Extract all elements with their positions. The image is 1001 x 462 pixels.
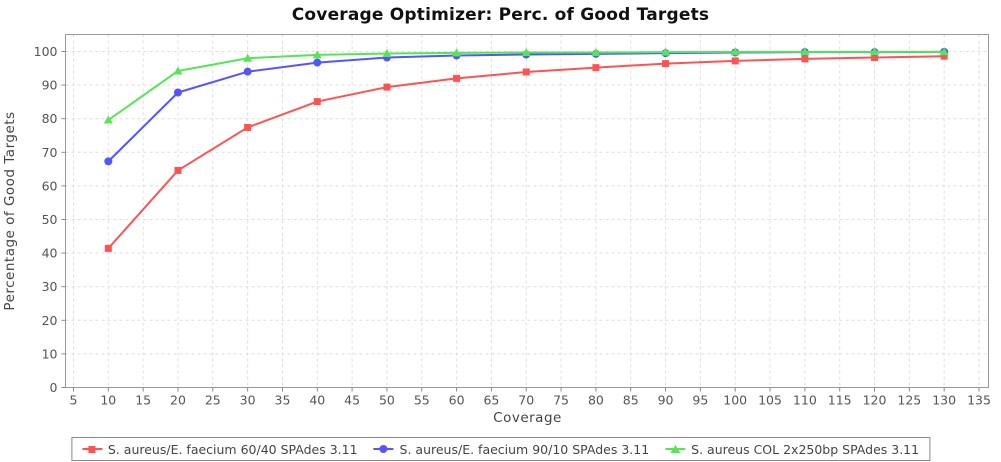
svg-text:30: 30	[240, 393, 256, 408]
svg-text:90: 90	[42, 78, 58, 93]
svg-text:80: 80	[588, 393, 604, 408]
svg-text:60: 60	[42, 178, 58, 193]
legend-label: S. aureus/E. faecium 60/40 SPAdes 3.11	[107, 441, 358, 457]
svg-text:90: 90	[658, 393, 674, 408]
svg-text:100: 100	[723, 393, 747, 408]
svg-text:0: 0	[50, 380, 58, 395]
series-square	[104, 52, 948, 252]
plot-border	[65, 34, 989, 388]
circle-marker-icon	[373, 443, 394, 455]
svg-text:50: 50	[42, 212, 58, 227]
svg-text:50: 50	[379, 393, 395, 408]
axis-ticks	[61, 51, 980, 392]
gridlines	[65, 34, 989, 388]
series-triangle	[103, 47, 949, 124]
legend-label: S. aureus COL 2x250bp SPAdes 3.11	[691, 441, 920, 457]
svg-text:20: 20	[170, 393, 186, 408]
svg-text:25: 25	[205, 393, 221, 408]
svg-text:40: 40	[42, 246, 58, 261]
svg-text:40: 40	[309, 393, 325, 408]
svg-text:130: 130	[932, 393, 956, 408]
svg-text:105: 105	[758, 393, 782, 408]
svg-text:10: 10	[100, 393, 116, 408]
chart-title: Coverage Optimizer: Perc. of Good Target…	[291, 5, 710, 25]
svg-text:80: 80	[42, 111, 58, 126]
svg-text:75: 75	[553, 393, 569, 408]
legend-item-col-2x250bp: S. aureus COL 2x250bp SPAdes 3.11	[665, 442, 919, 457]
svg-text:70: 70	[518, 393, 534, 408]
x-axis-title: Coverage	[493, 410, 562, 426]
svg-text:135: 135	[967, 393, 991, 408]
svg-text:15: 15	[135, 393, 151, 408]
svg-text:30: 30	[42, 279, 58, 294]
svg-text:65: 65	[483, 393, 499, 408]
svg-text:60: 60	[449, 393, 465, 408]
svg-text:70: 70	[42, 145, 58, 160]
svg-text:95: 95	[692, 393, 708, 408]
svg-text:10: 10	[42, 346, 58, 361]
svg-text:20: 20	[42, 313, 58, 328]
svg-text:35: 35	[275, 393, 291, 408]
svg-text:85: 85	[623, 393, 639, 408]
legend: S. aureus/E. faecium 60/40 SPAdes 3.11 S…	[70, 437, 931, 461]
triangle-marker-icon	[665, 443, 686, 455]
svg-text:125: 125	[897, 393, 921, 408]
svg-text:100: 100	[34, 44, 58, 59]
svg-text:115: 115	[828, 393, 852, 408]
legend-item-60-40: S. aureus/E. faecium 60/40 SPAdes 3.11	[81, 441, 358, 457]
svg-text:5: 5	[70, 393, 78, 408]
legend-item-90-10: S. aureus/E. faecium 90/10 SPAdes 3.11	[373, 441, 650, 457]
svg-text:45: 45	[344, 393, 360, 408]
legend-label: S. aureus/E. faecium 90/10 SPAdes 3.11	[399, 441, 650, 457]
square-marker-icon	[81, 443, 102, 455]
axis-tick-labels: 5 10 15 20 25 30 35 40 45 50 55 60 65 70 75 80 85 90 95 100…	[34, 44, 991, 408]
svg-text:110: 110	[793, 393, 817, 408]
y-axis-title: Percentage of Good Targets	[2, 111, 18, 311]
svg-text:120: 120	[863, 393, 887, 408]
svg-text:55: 55	[414, 393, 430, 408]
